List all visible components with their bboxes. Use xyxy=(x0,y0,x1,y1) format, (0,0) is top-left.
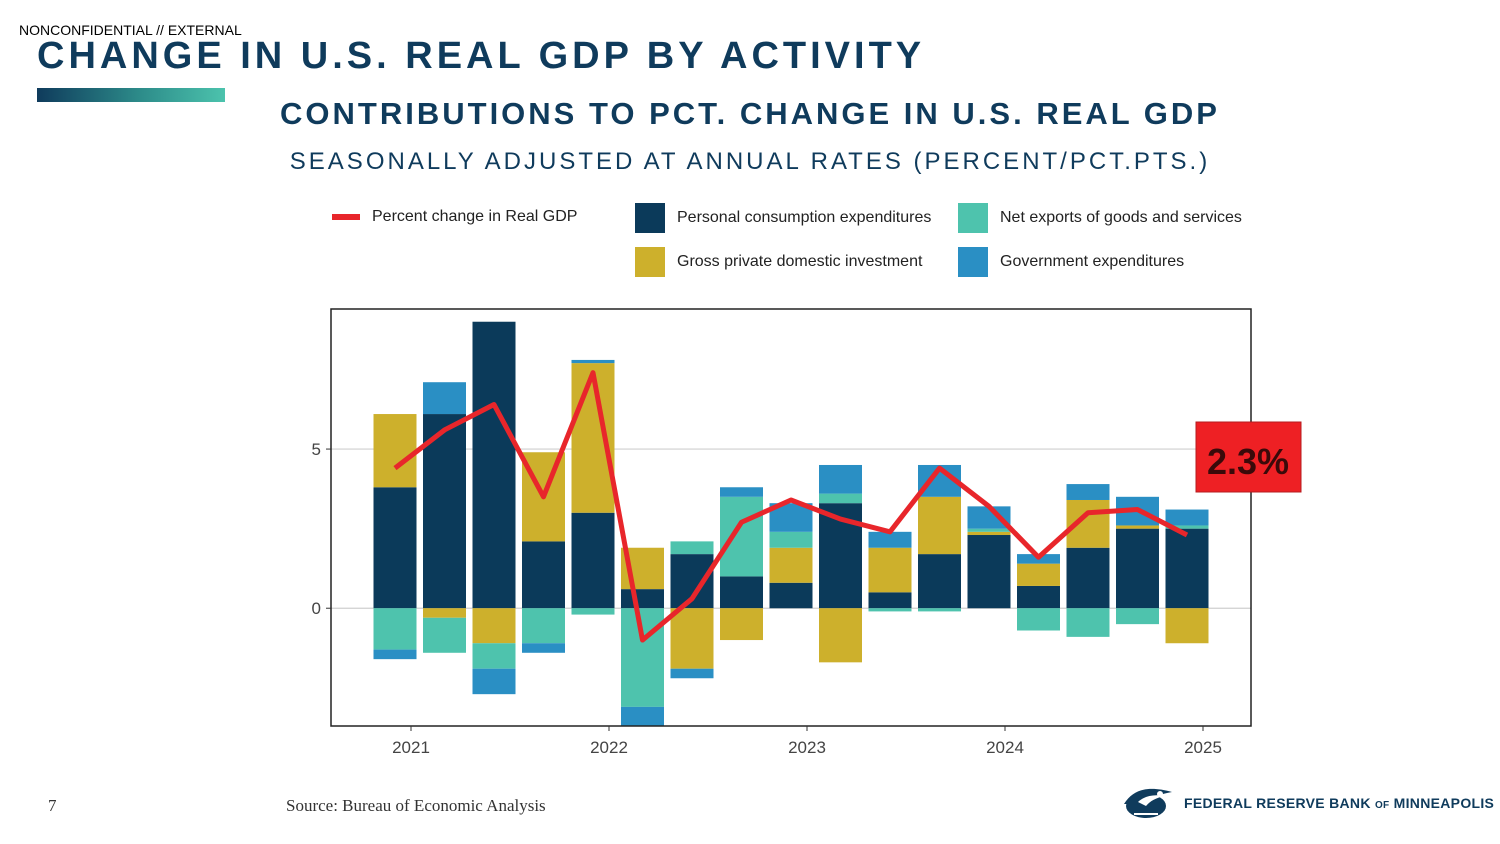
bar-gpdi xyxy=(819,608,862,663)
bar-pce xyxy=(373,487,417,609)
bar-government xyxy=(819,464,862,494)
bar-net_exports xyxy=(373,608,417,650)
bar-government xyxy=(621,706,664,726)
bar-net_exports xyxy=(472,643,516,669)
bar-government xyxy=(571,359,615,364)
logo-text: FEDERAL RESERVE BANK OF MINNEAPOLIS xyxy=(1184,795,1495,811)
chart-title: CONTRIBUTIONS TO PCT. CHANGE IN U.S. REA… xyxy=(280,96,1220,131)
y-tick-label: 5 xyxy=(312,440,321,459)
bar-net_exports xyxy=(819,493,862,504)
bar-net_exports xyxy=(621,608,664,707)
legend-label: Gross private domestic investment xyxy=(677,253,923,270)
chart-subtitle: SEASONALLY ADJUSTED AT ANNUAL RATES (PER… xyxy=(289,148,1211,175)
bar-pce xyxy=(769,582,813,609)
bar-gpdi xyxy=(967,531,1011,536)
gdp-line xyxy=(393,370,1189,643)
bar-net_exports xyxy=(522,608,565,644)
bar-pce xyxy=(1116,528,1159,609)
gdp-callout-value: 2.3% xyxy=(1207,441,1289,482)
legend-item-net-exports: Net exports of goods and services xyxy=(958,203,1242,233)
bar-government xyxy=(1165,509,1209,526)
legend-label: Percent change in Real GDP xyxy=(372,208,578,225)
bar-government xyxy=(423,382,466,415)
bar-gpdi xyxy=(868,547,912,593)
y-tick-label: 0 xyxy=(312,599,321,618)
eagle-icon xyxy=(1124,788,1172,818)
title-accent-bar xyxy=(37,88,225,102)
bar-net_exports xyxy=(1116,608,1159,625)
legend-swatch-pce xyxy=(635,203,665,233)
x-tick-label: 2025 xyxy=(1184,738,1222,757)
bar-government xyxy=(967,506,1011,529)
bar-gpdi xyxy=(1165,608,1209,644)
bar-pce xyxy=(522,541,565,609)
bar-pce xyxy=(571,512,615,609)
x-tick-label: 2022 xyxy=(590,738,628,757)
bar-gpdi xyxy=(373,414,417,488)
bar-pce xyxy=(967,535,1011,609)
legend-label: Personal consumption expenditures xyxy=(677,209,932,226)
legend-swatch-government xyxy=(958,247,988,277)
bar-government xyxy=(522,643,565,653)
page-number: 7 xyxy=(48,796,57,815)
bar-net_exports xyxy=(720,496,763,577)
bar-gpdi xyxy=(769,547,813,583)
bar-net_exports xyxy=(1066,608,1110,637)
bar-pce xyxy=(423,414,466,609)
x-tick-label: 2021 xyxy=(392,738,430,757)
bar-net_exports xyxy=(868,608,912,612)
bar-gpdi xyxy=(423,608,466,618)
bar-pce xyxy=(472,321,516,609)
classification-label: NONCONFIDENTIAL // EXTERNAL xyxy=(19,22,242,38)
bar-net_exports xyxy=(769,531,813,548)
bar-net_exports xyxy=(1165,525,1209,529)
bar-net_exports xyxy=(1017,608,1060,631)
bar-government xyxy=(670,668,714,679)
bar-gpdi xyxy=(670,608,714,669)
fed-minneapolis-logo: FEDERAL RESERVE BANK OF MINNEAPOLIS xyxy=(1120,784,1494,822)
source-note: Source: Bureau of Economic Analysis xyxy=(286,796,546,815)
gdp-callout-box xyxy=(1195,421,1302,493)
legend-swatch-gdp-line xyxy=(332,214,360,220)
legend-swatch-gpdi xyxy=(635,247,665,277)
page-title: CHANGE IN U.S. REAL GDP BY ACTIVITY xyxy=(37,35,926,77)
x-tick-label: 2023 xyxy=(788,738,826,757)
bar-gpdi xyxy=(918,496,961,555)
bar-net_exports xyxy=(967,528,1011,532)
bar-government xyxy=(1066,484,1110,500)
legend-label: Net exports of goods and services xyxy=(1000,209,1242,226)
bar-pce xyxy=(868,592,912,609)
bar-gpdi xyxy=(1017,563,1060,586)
bar-gpdi xyxy=(1116,525,1159,529)
bar-government xyxy=(472,668,516,695)
bar-net_exports xyxy=(423,617,466,653)
plot-frame xyxy=(330,308,1252,727)
bar-government xyxy=(373,649,417,660)
bar-pce xyxy=(1017,585,1060,609)
bar-pce xyxy=(918,554,961,609)
bar-pce xyxy=(720,576,763,609)
bar-pce xyxy=(621,589,664,609)
bar-net_exports xyxy=(918,608,961,612)
legend-swatch-net-exports xyxy=(958,203,988,233)
bar-government xyxy=(868,531,912,548)
bar-pce xyxy=(1066,547,1110,609)
x-tick-label: 2024 xyxy=(986,738,1024,757)
bar-net_exports xyxy=(670,541,714,555)
bar-gpdi xyxy=(472,608,516,644)
bar-net_exports xyxy=(571,608,615,615)
legend-item-pce: Personal consumption expenditures xyxy=(635,203,931,233)
legend-item-gdp-line: Percent change in Real GDP xyxy=(332,208,577,226)
legend-item-gpdi: Gross private domestic investment xyxy=(635,247,922,277)
bar-gpdi xyxy=(720,608,763,641)
legend-item-government: Government expenditures xyxy=(958,247,1184,277)
legend-label: Government expenditures xyxy=(1000,253,1185,270)
bar-pce xyxy=(1165,528,1209,609)
bar-government xyxy=(720,487,763,497)
